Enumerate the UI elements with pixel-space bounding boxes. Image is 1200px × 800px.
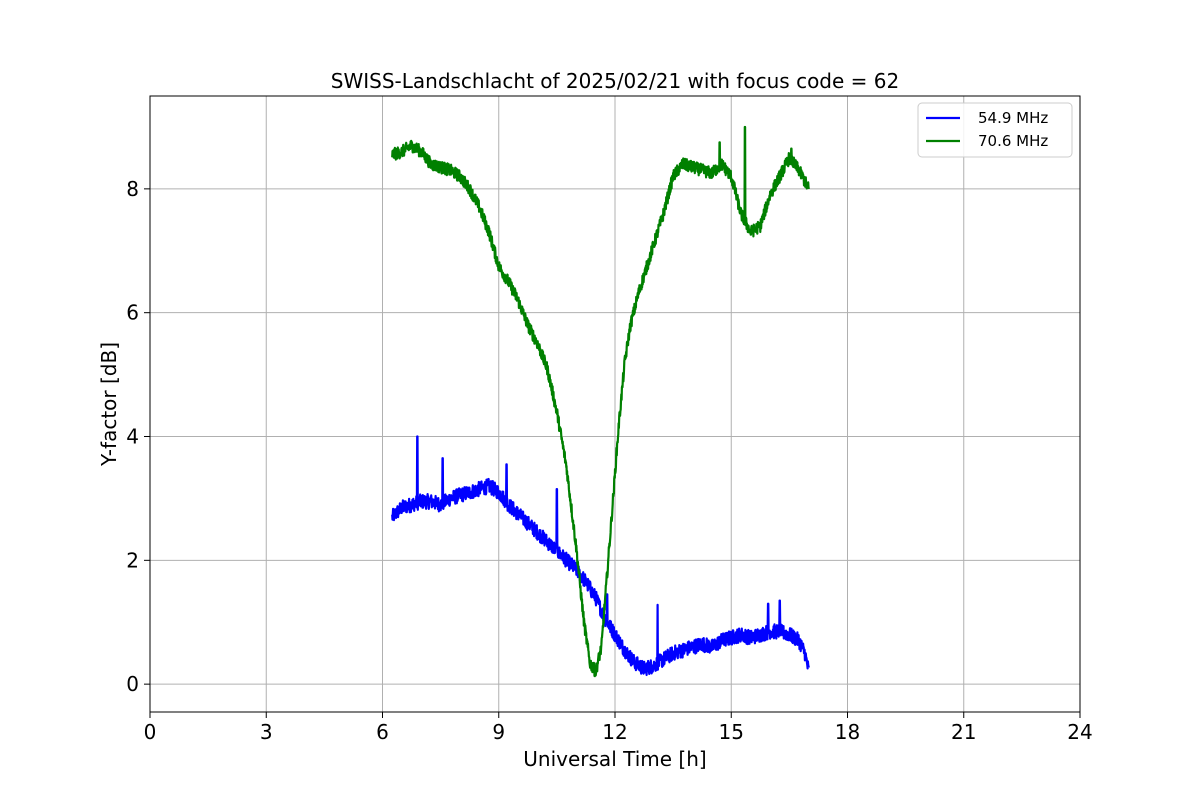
y-tick-label: 8	[126, 177, 139, 201]
x-tick-label: 18	[835, 720, 860, 744]
y-axis-label: Y-factor [dB]	[97, 342, 121, 467]
x-tick-label: 9	[492, 720, 505, 744]
x-tick-label: 15	[719, 720, 744, 744]
y-tick-label: 0	[126, 672, 139, 696]
x-tick-labels: 0 3 6 9 12 15 18 21 24	[144, 720, 1093, 744]
series-layer	[391, 125, 810, 678]
legend-label: 54.9 MHz	[978, 109, 1048, 127]
y-tick-labels: 0 2 4 6 8	[126, 177, 139, 696]
x-tick-label: 3	[260, 720, 273, 744]
y-tick-label: 2	[126, 548, 139, 572]
x-tick-label: 24	[1067, 720, 1092, 744]
tick-marks	[144, 188, 1081, 718]
legend: 54.9 MHz 70.6 MHz	[917, 102, 1073, 158]
chart-title: SWISS-Landschlacht of 2025/02/21 with fo…	[331, 69, 899, 93]
x-tick-label: 6	[376, 720, 389, 744]
x-tick-label: 21	[951, 720, 976, 744]
legend-label: 70.6 MHz	[978, 132, 1048, 150]
x-tick-label: 12	[602, 720, 627, 744]
y-tick-label: 4	[126, 425, 139, 449]
series-line-2	[391, 125, 810, 678]
legend-box	[917, 102, 1073, 158]
x-tick-label: 0	[144, 720, 157, 744]
y-tick-label: 6	[126, 301, 139, 325]
x-axis-label: Universal Time [h]	[523, 747, 706, 771]
series-line-1	[391, 435, 810, 677]
